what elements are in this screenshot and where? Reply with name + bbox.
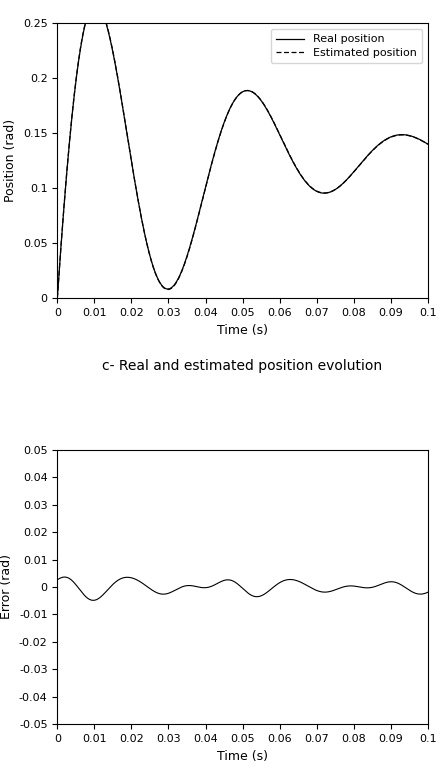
Estimated position	[425, 139, 430, 149]
Y-axis label: Position (rad): Position (rad)	[4, 119, 17, 203]
X-axis label: Time (s): Time (s)	[217, 749, 268, 763]
Estimated position	[122, 115, 127, 124]
Estimated position	[359, 157, 365, 167]
Line: Real position: Real position	[57, 4, 428, 298]
Estimated position	[295, 166, 301, 175]
Estimated position	[196, 209, 202, 218]
Estimated position	[93, 0, 98, 8]
Real position	[295, 167, 301, 176]
Estimated position	[277, 129, 282, 139]
Estimated position	[55, 294, 60, 303]
X-axis label: Time (s): Time (s)	[217, 323, 268, 337]
Real position	[196, 209, 202, 218]
Real position	[359, 157, 365, 167]
Legend: Real position, Estimated position: Real position, Estimated position	[271, 29, 422, 63]
Real position	[93, 0, 98, 9]
Text: c- Real and estimated position evolution: c- Real and estimated position evolution	[102, 359, 383, 373]
Real position	[55, 294, 60, 303]
Estimated position	[331, 185, 336, 195]
Real position	[331, 185, 336, 195]
Y-axis label: Error (rad): Error (rad)	[0, 555, 13, 619]
Real position	[122, 115, 127, 125]
Real position	[277, 130, 282, 139]
Real position	[425, 139, 430, 149]
Line: Estimated position: Estimated position	[57, 3, 428, 298]
